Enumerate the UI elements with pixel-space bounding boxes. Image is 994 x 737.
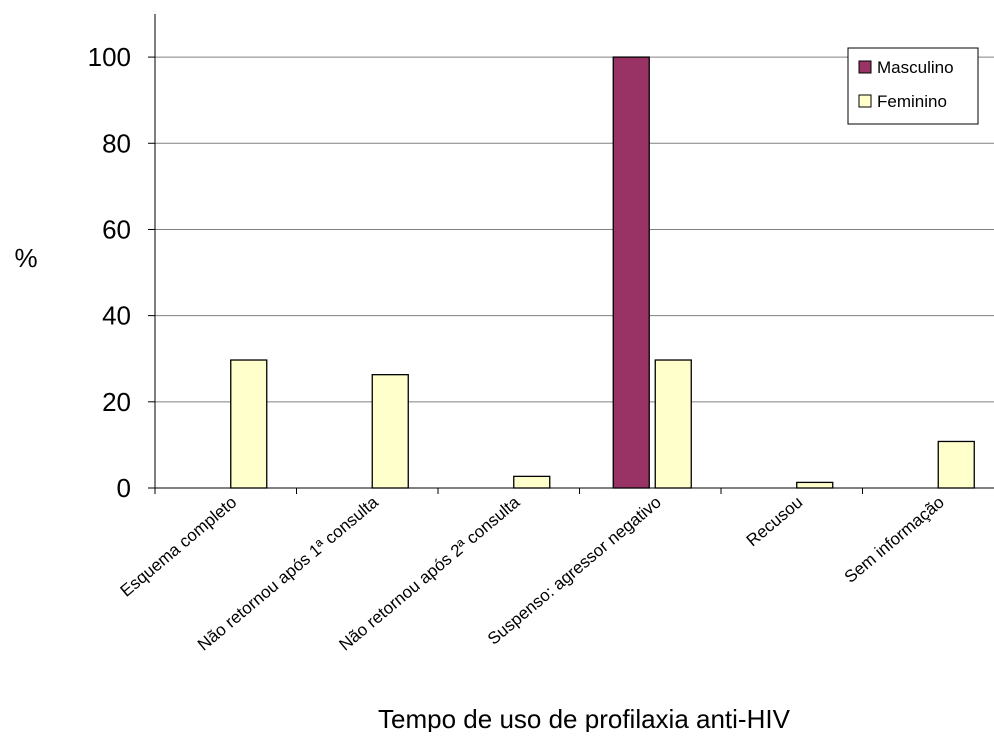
y-tick-label: 40 xyxy=(102,301,131,331)
bar-feminino xyxy=(796,481,834,489)
gridlines xyxy=(155,56,994,403)
bar-feminino xyxy=(513,475,551,489)
y-tick-labels: 0 20 40 60 80 100 xyxy=(88,42,131,503)
legend-swatch-feminino xyxy=(858,94,872,108)
legend-label-masculino: Masculino xyxy=(877,58,954,77)
legend-swatch-masculino xyxy=(858,60,872,74)
y-tick-label: 20 xyxy=(102,387,131,417)
x-tick-label: Esquema completo xyxy=(117,493,241,601)
y-tick-label: 80 xyxy=(102,128,131,158)
bar-feminino xyxy=(937,440,975,489)
y-tick-label: 100 xyxy=(88,42,131,72)
legend: Masculino Feminino xyxy=(847,47,979,125)
bar-masculino xyxy=(612,56,650,489)
bar-feminino xyxy=(371,374,409,489)
y-tick-label: 60 xyxy=(102,214,131,244)
x-tick-label: Sem informação xyxy=(841,493,948,587)
axes xyxy=(148,14,994,494)
x-tick-label: Recusou xyxy=(743,493,807,551)
y-tick-label: 0 xyxy=(117,473,131,503)
bar-feminino xyxy=(654,359,692,489)
bar-feminino xyxy=(230,359,268,489)
x-axis-label: Tempo de uso de profilaxia anti-HIV xyxy=(378,704,791,732)
y-axis-label: % xyxy=(14,243,37,273)
bars xyxy=(230,56,975,489)
legend-label-feminino: Feminino xyxy=(877,92,947,111)
